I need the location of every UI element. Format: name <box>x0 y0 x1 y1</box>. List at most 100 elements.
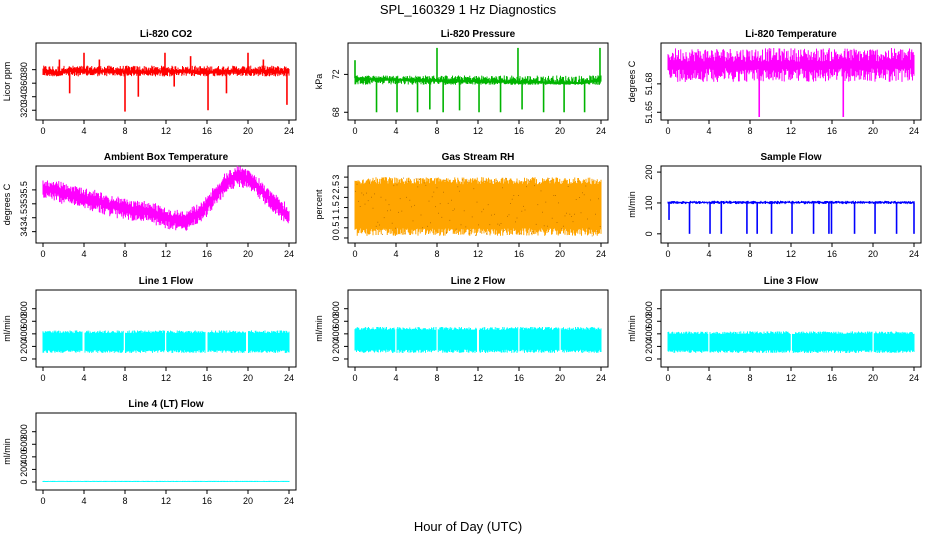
y-tick-label: 0.5 <box>331 222 341 235</box>
series-line-4 <box>42 480 290 482</box>
series-envelope <box>42 480 290 482</box>
x-tick-label: 8 <box>747 373 752 383</box>
x-tick-label: 8 <box>122 496 127 506</box>
x-tick-label: 4 <box>393 373 398 383</box>
x-tick-label: 4 <box>706 249 711 259</box>
y-tick-label: 3 <box>331 175 341 180</box>
x-tick-label: 16 <box>202 373 212 383</box>
panel-title: Sample Flow <box>760 152 821 163</box>
x-tick-label: 24 <box>909 373 919 383</box>
x-tick-label: 0 <box>352 373 357 383</box>
y-tick-label: 0 <box>331 356 341 361</box>
x-tick-label: 4 <box>393 126 398 136</box>
x-tick-label: 12 <box>161 126 171 136</box>
y-tick-label: 340 <box>19 89 29 104</box>
panel-7: Line 2 Flow ml/min 0 4 8 12 16 20 24 0 20040060080… <box>314 276 609 383</box>
x-tick-label: 20 <box>868 373 878 383</box>
x-tick-label: 4 <box>706 126 711 136</box>
series-line-1 <box>42 330 290 353</box>
x-tick-label: 16 <box>514 126 524 136</box>
x-tick-label: 24 <box>284 249 294 259</box>
panel-title: Li-820 Temperature <box>745 29 837 40</box>
y-tick-label: 100 <box>644 195 654 210</box>
x-tick-label: 20 <box>555 373 565 383</box>
y-tick-label: 600 <box>331 314 341 329</box>
x-tick-label: 4 <box>81 373 86 383</box>
x-tick-label: 20 <box>243 373 253 383</box>
series-line-2 <box>354 326 602 353</box>
series-envelope <box>667 200 915 205</box>
x-tick-label: 20 <box>555 249 565 259</box>
panel-8: Line 3 Flow ml/min 0 4 8 12 16 20 24 0 20040060080… <box>627 276 922 383</box>
x-tick-label: 24 <box>596 249 606 259</box>
y-tick-label: 34.5 <box>19 209 29 227</box>
x-tick-label: 0 <box>665 126 670 136</box>
x-tick-label: 16 <box>202 496 212 506</box>
series-sample-flow <box>667 200 915 234</box>
x-tick-label: 4 <box>81 126 86 136</box>
y-tick-label: 35 <box>19 199 29 209</box>
y-axis-label: percent <box>314 189 324 220</box>
x-tick-label: 0 <box>352 126 357 136</box>
x-tick-label: 24 <box>284 373 294 383</box>
x-tick-label: 12 <box>161 249 171 259</box>
x-tick-label: 24 <box>596 373 606 383</box>
series-box-temperature <box>42 165 290 231</box>
panel-title: Gas Stream RH <box>442 152 515 163</box>
series-envelope <box>42 330 290 353</box>
panel-title: Ambient Box Temperature <box>104 152 229 163</box>
x-tick-label: 4 <box>81 249 86 259</box>
figure-xlabel: Hour of Day (UTC) <box>414 519 522 534</box>
x-tick-label: 20 <box>243 126 253 136</box>
x-tick-label: 0 <box>40 126 45 136</box>
y-tick-label: 400 <box>331 326 341 341</box>
x-tick-label: 20 <box>555 126 565 136</box>
y-tick-label: 800 <box>19 301 29 316</box>
y-axis-label: ml/min <box>2 315 12 342</box>
y-tick-label: 400 <box>19 326 29 341</box>
y-tick-label: 200 <box>644 339 654 354</box>
series-envelope <box>667 331 915 353</box>
y-tick-label: 0 <box>19 479 29 484</box>
figure-title: SPL_160329 1 Hz Diagnostics <box>380 2 557 17</box>
y-axis-label: ml/min <box>314 315 324 342</box>
x-tick-label: 8 <box>122 126 127 136</box>
y-tick-label: 51.65 <box>644 101 654 124</box>
x-tick-label: 12 <box>473 249 483 259</box>
y-tick-label: 1.5 <box>331 201 341 214</box>
y-tick-label: 400 <box>19 449 29 464</box>
panel-title: Line 2 Flow <box>451 276 506 287</box>
x-tick-label: 12 <box>473 126 483 136</box>
y-tick-label: 600 <box>644 314 654 329</box>
x-tick-label: 20 <box>243 249 253 259</box>
y-tick-label: 360 <box>19 76 29 91</box>
y-tick-label: 800 <box>331 301 341 316</box>
y-axis-label: ml/min <box>627 191 637 218</box>
x-tick-label: 16 <box>514 249 524 259</box>
y-tick-label: 600 <box>19 437 29 452</box>
series-rh <box>354 177 602 237</box>
x-tick-label: 8 <box>747 249 752 259</box>
y-tick-label: 2.5 <box>331 181 341 194</box>
y-axis-label: degrees C <box>2 183 12 225</box>
x-tick-label: 8 <box>434 249 439 259</box>
series-envelope <box>354 75 602 85</box>
x-tick-label: 0 <box>665 249 670 259</box>
panel-1: Li-820 Pressure kPa 0 4 8 12 16 20 24 68 72 <box>314 29 609 136</box>
panel-title: Line 1 Flow <box>139 276 194 287</box>
x-tick-label: 4 <box>81 496 86 506</box>
y-tick-label: 0 <box>331 235 341 240</box>
y-tick-label: 51.68 <box>644 73 654 96</box>
x-tick-label: 0 <box>40 373 45 383</box>
x-tick-label: 20 <box>243 496 253 506</box>
y-axis-label: ml/min <box>627 315 637 342</box>
x-tick-label: 16 <box>202 126 212 136</box>
x-tick-label: 12 <box>473 373 483 383</box>
plot-frame <box>35 42 297 121</box>
y-tick-label: 2 <box>331 195 341 200</box>
series-co2 <box>42 52 290 112</box>
y-tick-label: 200 <box>644 165 654 180</box>
x-tick-label: 8 <box>747 126 752 136</box>
x-tick-label: 24 <box>909 249 919 259</box>
